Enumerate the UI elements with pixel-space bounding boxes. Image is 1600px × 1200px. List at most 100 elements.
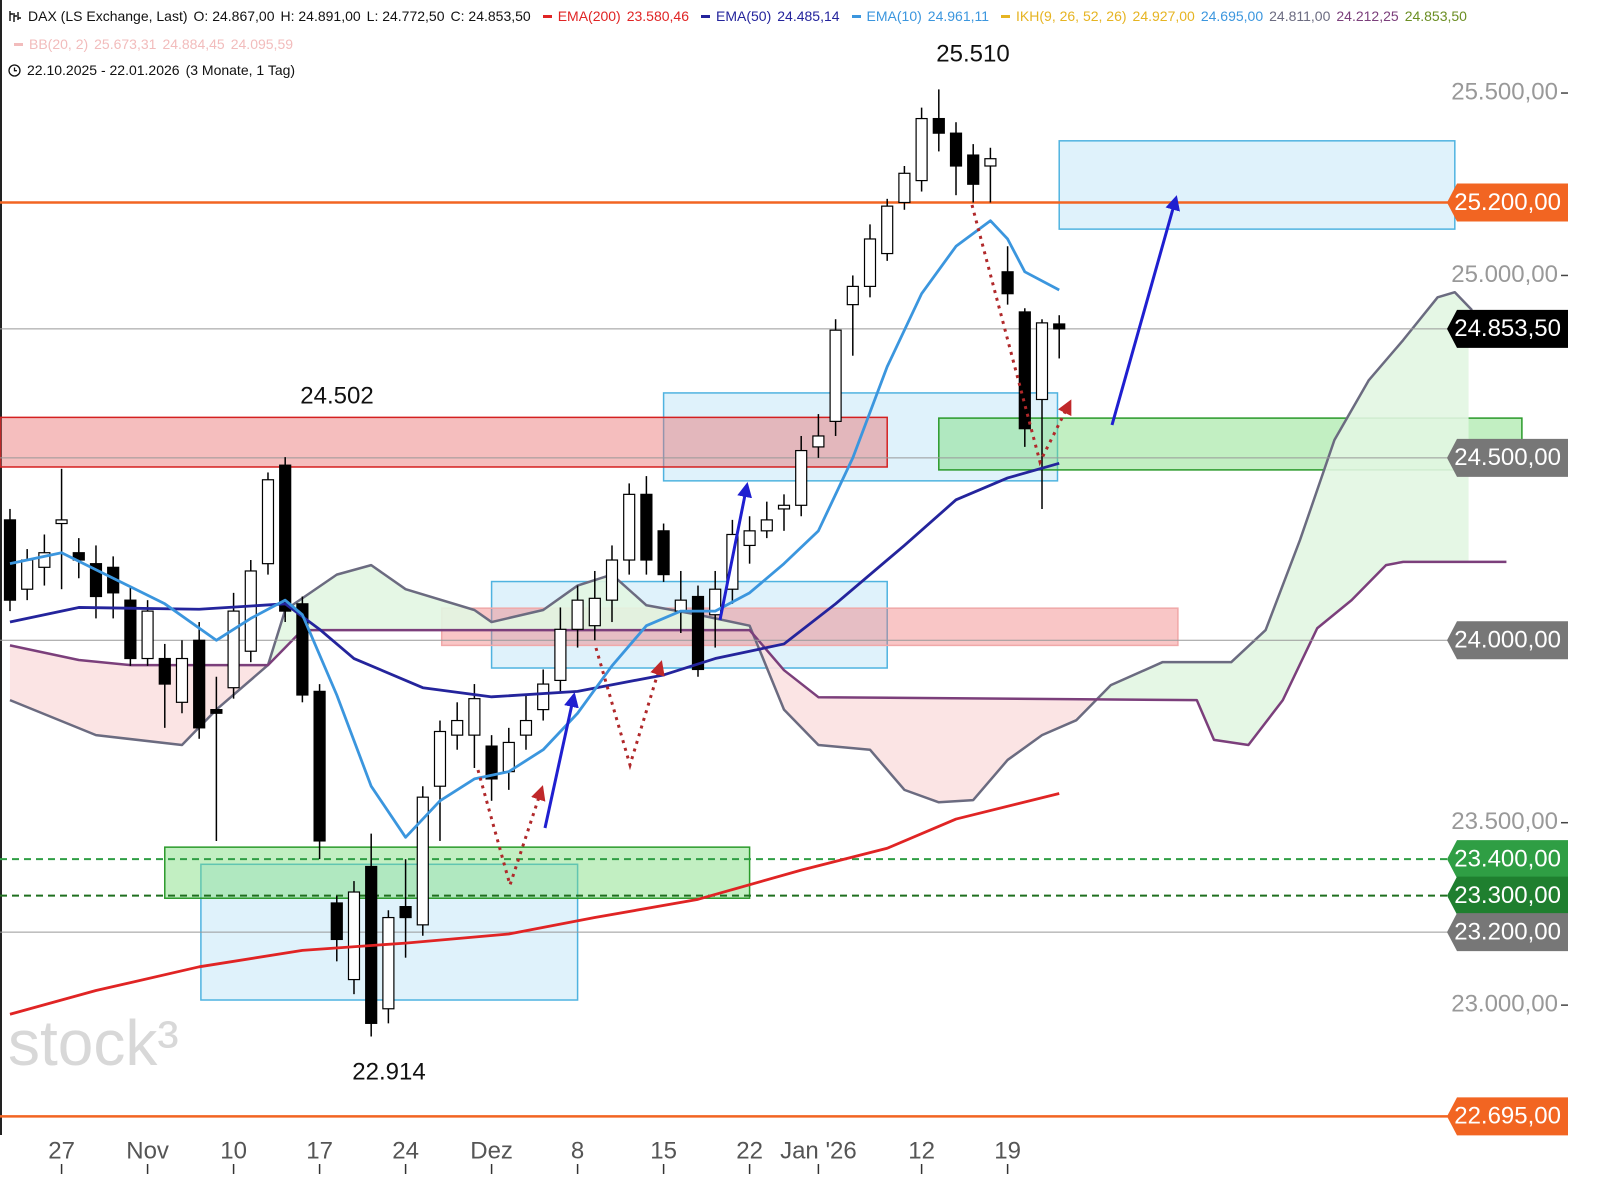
y-tick-label: 23.000,00 [1451,990,1558,1017]
y-tick-label: 25.500,00 [1451,78,1558,105]
candle-body [795,449,808,506]
legend-swatch [14,42,23,46]
price-label: 22.695,00 [1454,1103,1561,1130]
candle-body [640,493,653,561]
ema-line [9,461,1060,699]
watermark: stock³ [8,1007,179,1079]
x-tick-label: Dez [470,1137,513,1164]
legend-value: 24.927,00 [1132,8,1195,24]
candle-body [502,741,515,773]
red-dotted-arrow [970,204,1072,467]
x-tick-label: 27 [48,1137,75,1164]
legend-swatch [851,14,861,18]
annotation: 24.502 [300,382,373,409]
ema-line [9,792,1060,1016]
candle-body [399,906,412,919]
legend-value: 24.695,00 [1200,8,1264,24]
candle-body [846,285,859,306]
candle-body [1053,323,1066,330]
header-line: DAX (LS Exchange, Last) O: 24.867,00 H: 2… [8,8,1467,24]
candle-body [605,559,619,601]
candle-body [812,435,825,448]
candle-body [932,117,945,134]
ohlc-label: L: 24.772,50 [366,8,445,24]
candle-body [38,552,51,568]
candle-body [863,238,877,287]
price-label: 24.500,00 [1454,444,1561,471]
candle-body [433,730,447,787]
price-label-box [1447,913,1568,952]
blue-arrow [718,482,753,621]
candle-body [829,329,842,422]
legend-swatch [542,14,552,18]
blue-arrow [543,692,579,829]
price-label-box [1447,438,1568,477]
candle-body [571,599,584,630]
candle-body [382,916,395,1010]
x-tick-label: 12 [908,1137,935,1164]
zone [164,846,751,899]
ichimoku-span-b [9,560,1507,747]
price-label: 23.400,00 [1454,846,1561,873]
chart-icon [9,11,21,22]
x-tick-label: 24 [392,1137,419,1164]
annotation: 22.914 [352,1058,425,1085]
candle-body [519,719,533,736]
candle-body [227,610,240,689]
candle-body [777,504,791,510]
clock-icon [8,63,21,77]
x-tick-label: 10 [220,1137,247,1164]
candle-body [313,690,326,842]
candle-body [760,519,773,532]
candle-body [1035,322,1049,401]
price-label-box [1447,1097,1568,1136]
candle-body [537,683,550,711]
cloud-fill [1097,292,1469,745]
x-tick-label: 8 [571,1137,584,1164]
x-tick-label: 15 [650,1137,677,1164]
candle-body [554,628,567,682]
legend-name: EMA(200) [557,8,621,24]
legend-value: 23.580,46 [626,8,690,24]
x-tick-label: 19 [994,1137,1021,1164]
candle-body [485,745,498,780]
zone [0,416,888,468]
candle-body [296,603,309,696]
period: (3 Monate, 1 Tag) [185,62,296,78]
candle-body [141,610,154,660]
candle-body [984,158,997,167]
candle-body [949,132,963,167]
candle-body [244,570,257,652]
price-label: 25.200,00 [1454,189,1561,216]
header-line: 22.10.2025 - 22.01.2026 (3 Monate, 1 Tag… [8,62,295,78]
ema-line [9,219,1060,839]
legend-name: EMA(50) [716,8,772,24]
price-label-box [1447,309,1568,348]
candle-body [124,599,137,660]
candle-body [967,154,980,185]
candle-body [347,891,361,981]
candle-body [55,519,68,525]
legend-value: 24.853,50 [1404,8,1467,24]
candle-layer [3,89,1066,1037]
candle-body [898,172,911,204]
candle-body [89,563,103,598]
legend-value: 24.961,11 [927,8,990,24]
price-label: 24.000,00 [1454,627,1561,654]
ichimoku-span-a [9,290,1473,804]
date-range: 22.10.2025 - 22.01.2026 [27,62,180,78]
legend-value: 24.811,00 [1269,8,1331,24]
zone [1058,140,1456,230]
legend-value: 24.095,59 [230,36,294,52]
cloud-fill [753,634,1098,803]
legend-name: BB(20, 2) [29,36,89,52]
annotation: 25.510 [936,40,1009,67]
legend-swatch [701,14,711,18]
candle-body [691,595,705,671]
candle-body [588,597,601,627]
candle-body [210,709,223,714]
price-label: 24.853,50 [1454,315,1561,342]
symbol-title: DAX (LS Exchange, Last) [28,8,188,24]
y-tick-label: 25.000,00 [1451,261,1558,288]
